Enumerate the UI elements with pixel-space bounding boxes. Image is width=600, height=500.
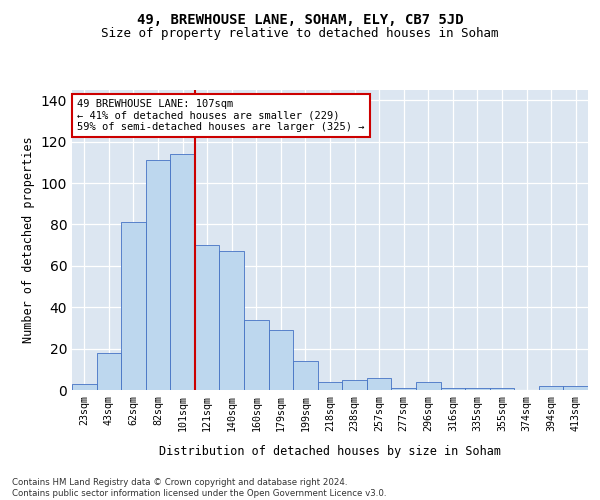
Y-axis label: Number of detached properties: Number of detached properties — [22, 136, 35, 344]
Bar — [97, 353, 121, 390]
Text: 49, BREWHOUSE LANE, SOHAM, ELY, CB7 5JD: 49, BREWHOUSE LANE, SOHAM, ELY, CB7 5JD — [137, 12, 463, 26]
Bar — [244, 320, 269, 390]
Bar — [146, 160, 170, 390]
Bar — [440, 388, 465, 390]
Bar — [563, 386, 588, 390]
Bar — [195, 245, 220, 390]
Bar — [220, 252, 244, 390]
Text: Contains HM Land Registry data © Crown copyright and database right 2024.
Contai: Contains HM Land Registry data © Crown c… — [12, 478, 386, 498]
Bar — [416, 382, 440, 390]
Bar — [121, 222, 146, 390]
Bar — [465, 388, 490, 390]
Bar — [72, 384, 97, 390]
Bar — [269, 330, 293, 390]
Bar — [391, 388, 416, 390]
Text: Size of property relative to detached houses in Soham: Size of property relative to detached ho… — [101, 28, 499, 40]
Bar — [539, 386, 563, 390]
Bar — [318, 382, 342, 390]
Bar — [342, 380, 367, 390]
Bar — [293, 361, 318, 390]
Text: Distribution of detached houses by size in Soham: Distribution of detached houses by size … — [159, 444, 501, 458]
Bar — [490, 388, 514, 390]
Text: 49 BREWHOUSE LANE: 107sqm
← 41% of detached houses are smaller (229)
59% of semi: 49 BREWHOUSE LANE: 107sqm ← 41% of detac… — [77, 99, 365, 132]
Bar — [170, 154, 195, 390]
Bar — [367, 378, 391, 390]
